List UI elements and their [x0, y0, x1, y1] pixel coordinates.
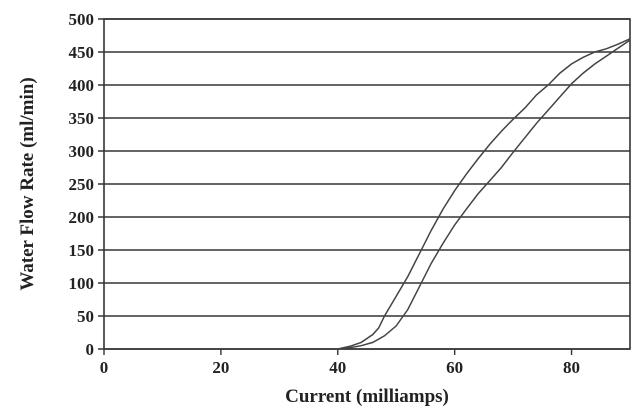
y-axis-title: Water Flow Rate (ml/min) — [17, 77, 38, 290]
y-tick-label: 250 — [69, 175, 95, 194]
x-tick-label: 60 — [446, 358, 463, 377]
series-line-1 — [337, 38, 631, 350]
x-tick-label: 40 — [329, 358, 346, 377]
y-tick-label: 350 — [69, 109, 95, 128]
y-tick-label: 500 — [69, 10, 95, 29]
x-axis-title: Current (milliamps) — [285, 386, 449, 407]
x-tick-labels: 0 20 40 60 80 — [100, 349, 580, 377]
series-group — [337, 38, 631, 350]
x-tick-label: 0 — [100, 358, 109, 377]
y-tick-label: 150 — [69, 241, 95, 260]
x-tick-label: 80 — [563, 358, 580, 377]
series-line-2 — [337, 39, 631, 350]
gridlines — [98, 18, 630, 350]
y-tick-label: 0 — [86, 340, 95, 359]
y-tick-label: 100 — [69, 274, 95, 293]
y-tick-labels: 0 50 100 150 200 250 300 350 400 450 500 — [69, 10, 95, 359]
plot-frame — [103, 18, 631, 350]
y-tick-label: 450 — [69, 43, 95, 62]
y-tick-label: 200 — [69, 208, 95, 227]
x-tick-label: 20 — [212, 358, 229, 377]
y-tick-label: 50 — [77, 307, 94, 326]
y-tick-label: 300 — [69, 142, 95, 161]
y-tick-label: 400 — [69, 76, 95, 95]
